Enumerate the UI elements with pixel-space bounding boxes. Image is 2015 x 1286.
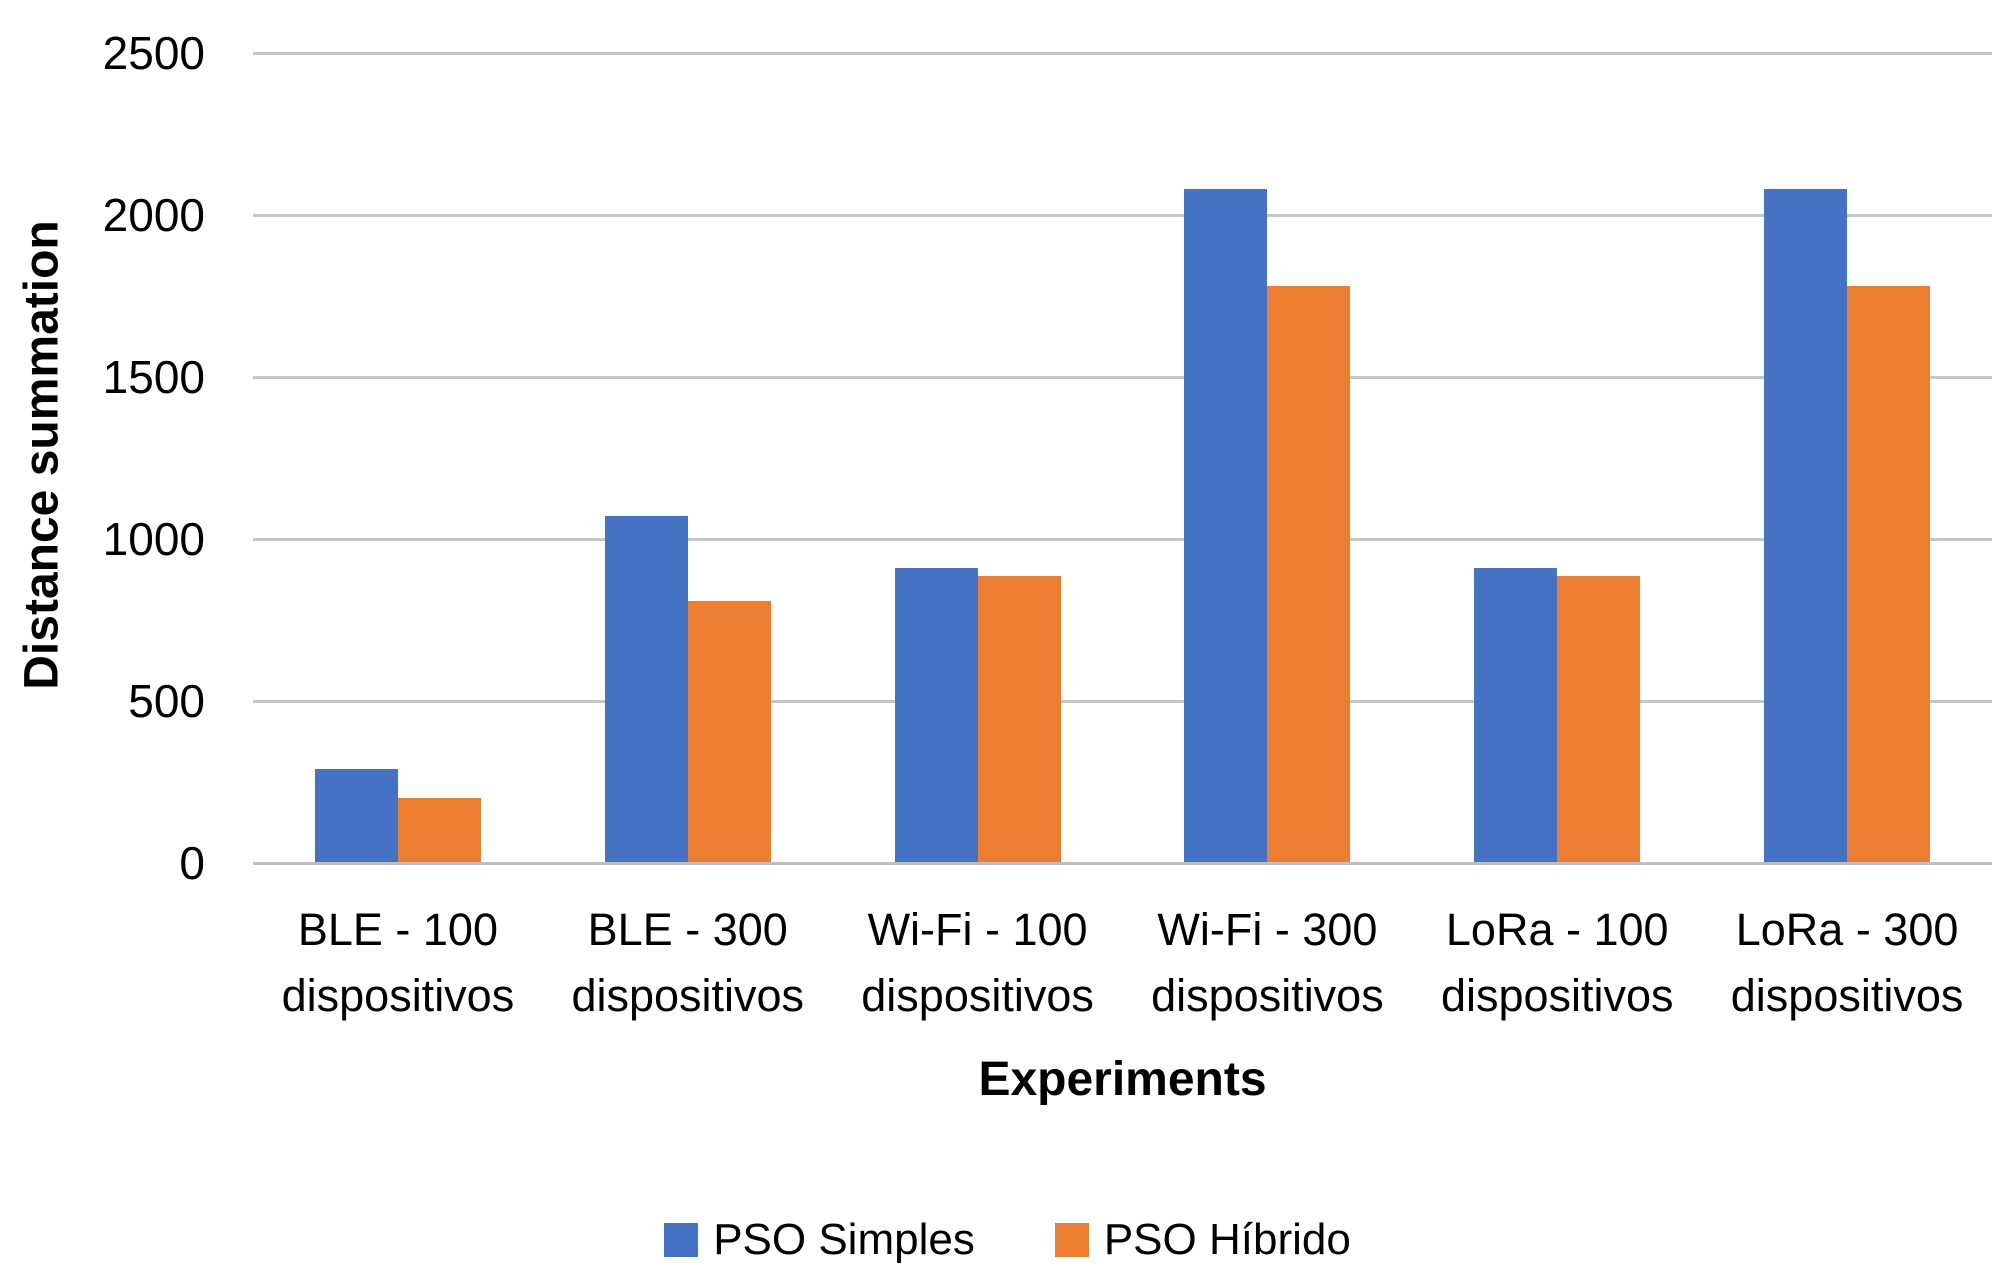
legend-label: PSO Híbrido	[1103, 1215, 1351, 1264]
gridline	[253, 376, 1992, 379]
y-tick-label: 0	[179, 837, 205, 889]
gridline	[253, 214, 1992, 217]
category-label: LoRa - 100 dispositivos	[1412, 897, 1702, 1029]
legend-swatch	[1054, 1223, 1089, 1257]
pso-hibrido-bar	[1267, 286, 1351, 863]
y-tick-label: 1500	[102, 351, 205, 403]
category-label-line: Wi-Fi - 300	[1157, 904, 1378, 955]
pso-simples-bar	[1474, 568, 1558, 863]
x-axis-line	[253, 862, 1992, 865]
category-label: BLE - 300 dispositivos	[543, 897, 833, 1029]
category-label-line: dispositivos	[571, 970, 805, 1021]
pso-simples-bar	[1184, 189, 1268, 863]
y-tick-label: 2000	[102, 189, 205, 241]
category-label: Wi-Fi - 100 dispositivos	[833, 897, 1123, 1029]
pso-hibrido-bar	[1847, 286, 1931, 863]
legend-item-pso-hibrido: PSO Híbrido	[1054, 1215, 1351, 1265]
category-label-line: LoRa - 100	[1445, 904, 1669, 955]
y-tick-label: 2500	[102, 27, 205, 79]
pso-hibrido-bar	[977, 576, 1061, 863]
pso-hibrido-bar	[1557, 576, 1641, 863]
y-axis-title: Distance summation	[15, 220, 69, 690]
pso-simples-bar	[1764, 189, 1848, 863]
legend-item-pso-simples: PSO Simples	[664, 1215, 975, 1265]
gridline	[253, 700, 1992, 703]
x-axis-title: Experiments	[978, 1053, 1267, 1106]
legend: PSO Simples PSO Híbrido	[0, 1206, 2015, 1274]
pso-hibrido-bar	[687, 600, 771, 863]
category-label-line: LoRa - 300	[1735, 904, 1959, 955]
legend-label: PSO Simples	[713, 1215, 975, 1264]
pso-simples-bar	[894, 568, 978, 863]
gridline	[253, 52, 1992, 55]
pso-simples-bar	[314, 769, 398, 863]
category-label-line: BLE - 300	[587, 904, 788, 955]
category-label-line: dispositivos	[1440, 970, 1674, 1021]
category-label: BLE - 100 dispositivos	[253, 897, 543, 1029]
category-label-line: dispositivos	[1730, 970, 1964, 1021]
category-label-line: BLE - 100	[297, 904, 498, 955]
pso-simples-bar	[604, 516, 688, 863]
pso-hibrido-bar	[397, 798, 481, 863]
gridline	[253, 538, 1992, 541]
category-label-line: dispositivos	[281, 970, 515, 1021]
legend-swatch	[664, 1223, 699, 1257]
category-label-line: dispositivos	[861, 970, 1094, 1021]
category-label-line: Wi-Fi - 100	[867, 904, 1088, 955]
y-tick-label: 1000	[102, 513, 205, 565]
category-label: Wi-Fi - 300 dispositivos	[1123, 897, 1413, 1029]
category-label: LoRa - 300 dispositivos	[1702, 897, 1992, 1029]
y-tick-label: 500	[128, 675, 205, 727]
category-label-line: dispositivos	[1151, 970, 1384, 1021]
